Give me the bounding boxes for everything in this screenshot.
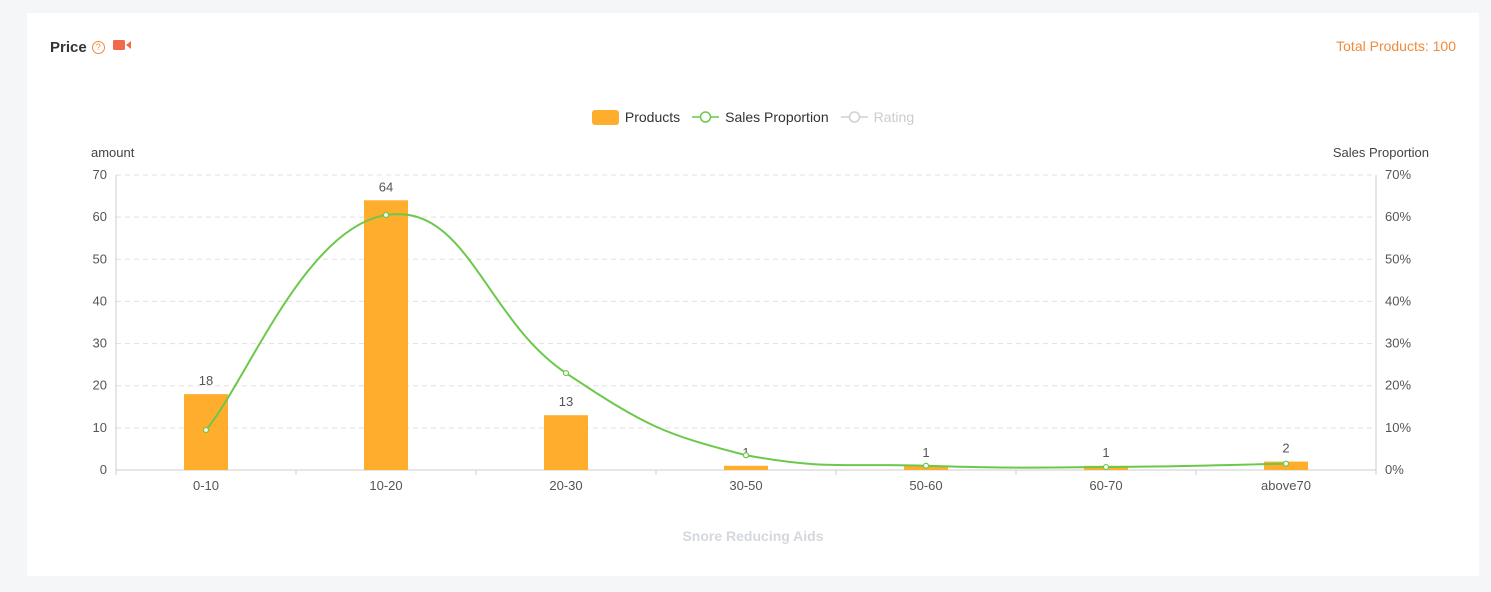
- x-tick-label: 10-20: [369, 478, 402, 493]
- point-sales-proportion: [562, 369, 570, 377]
- legend-item-sales-proportion[interactable]: Sales Proportion: [692, 109, 829, 125]
- x-tick-label: 60-70: [1089, 478, 1122, 493]
- y-tick-label-left: 30: [93, 336, 107, 351]
- point-sales-proportion: [1102, 463, 1110, 471]
- legend-swatch-sales-proportion: [692, 111, 720, 123]
- y-tick-label-left: 70: [93, 167, 107, 182]
- bar-data-label: 18: [199, 373, 213, 388]
- legend-item-products[interactable]: Products: [591, 109, 681, 125]
- x-tick-label: 50-60: [909, 478, 942, 493]
- y-tick-label-right: 20%: [1385, 378, 1411, 393]
- y-tick-label-left: 60: [93, 209, 107, 224]
- y-axis-name-right: Sales Proportion: [1333, 145, 1429, 160]
- question-circle-icon[interactable]: ?: [91, 40, 105, 54]
- y-tick-label-right: 50%: [1385, 251, 1411, 266]
- bar-products: [544, 415, 588, 470]
- card-title: Price: [50, 38, 87, 56]
- bar-products: [364, 200, 408, 471]
- card-header: Price ?: [50, 38, 132, 56]
- y-tick-label-left: 20: [93, 378, 107, 393]
- point-sales-proportion: [922, 462, 930, 469]
- bar-data-label: 13: [559, 394, 573, 409]
- x-tick-label: 0-10: [193, 478, 219, 493]
- bar-data-label: 2: [1282, 441, 1289, 456]
- price-chart: 0 0% 10 10% 20 20% 30 30% 40 40% 50 50% 60 60% 70 70% am…: [91, 145, 1429, 493]
- bar-products: [724, 465, 768, 470]
- bar-data-label: 64: [379, 179, 393, 194]
- price-card: Price ? Total Products: 100 Products Sal…: [27, 13, 1479, 576]
- y-tick-label-right: 10%: [1385, 420, 1411, 435]
- y-tick-label-left: 0: [100, 462, 107, 477]
- x-tick-label: 30-50: [729, 478, 762, 493]
- line-sales-proportion: [205, 213, 1287, 469]
- chart-legend: Products Sales Proportion Rating: [27, 109, 1479, 125]
- video-camera-icon[interactable]: [112, 38, 132, 56]
- legend-swatch-rating: [840, 111, 868, 123]
- y-tick-label-right: 40%: [1385, 293, 1411, 308]
- bar-data-label: 1: [1102, 445, 1109, 460]
- y-tick-label-right: 70%: [1385, 167, 1411, 182]
- legend-label: Rating: [873, 109, 915, 125]
- bar-data-label: 1: [922, 445, 929, 460]
- point-sales-proportion: [382, 211, 390, 219]
- legend-label: Products: [624, 109, 681, 125]
- legend-swatch-products: [591, 109, 619, 125]
- y-tick-label-left: 40: [93, 293, 107, 308]
- y-tick-label-left: 10: [93, 420, 107, 435]
- total-products: Total Products: 100: [1336, 38, 1456, 54]
- point-sales-proportion: [202, 426, 210, 434]
- x-tick-label: above70: [1261, 478, 1311, 493]
- x-tick-label: 20-30: [549, 478, 582, 493]
- y-tick-label-right: 0%: [1385, 462, 1404, 477]
- y-tick-label-right: 60%: [1385, 209, 1411, 224]
- y-tick-label-right: 30%: [1385, 336, 1411, 351]
- legend-label: Sales Proportion: [725, 109, 829, 125]
- legend-item-rating[interactable]: Rating: [840, 109, 915, 125]
- x-axis-name: Snore Reducing Aids: [682, 528, 824, 544]
- y-axis-name-left: amount: [91, 145, 135, 160]
- point-sales-proportion: [742, 452, 750, 459]
- y-tick-label-left: 50: [93, 251, 107, 266]
- point-sales-proportion: [1282, 460, 1290, 467]
